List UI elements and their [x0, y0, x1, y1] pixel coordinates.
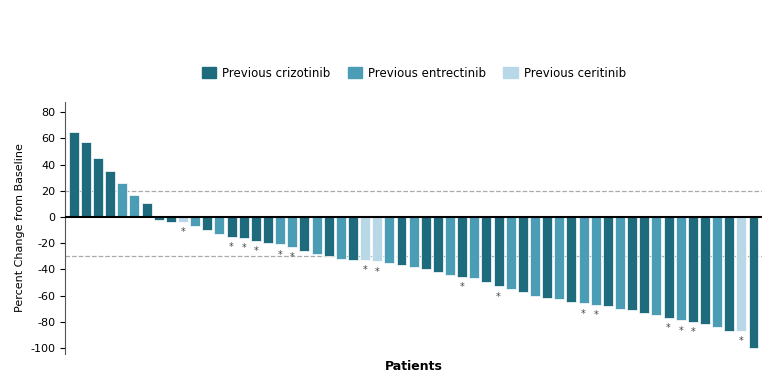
Bar: [566, 217, 577, 302]
Bar: [748, 217, 758, 348]
Text: *: *: [290, 252, 294, 262]
Text: *: *: [375, 267, 380, 277]
Bar: [603, 217, 613, 306]
Text: *: *: [253, 246, 258, 256]
Bar: [457, 217, 467, 277]
Bar: [312, 217, 322, 254]
Bar: [579, 217, 588, 303]
Bar: [178, 217, 188, 222]
Bar: [275, 217, 285, 244]
Bar: [348, 217, 358, 260]
Text: *: *: [594, 310, 598, 320]
Bar: [688, 217, 698, 322]
Text: *: *: [497, 291, 501, 301]
Text: *: *: [229, 242, 234, 252]
Bar: [239, 217, 249, 238]
Bar: [737, 217, 747, 331]
Text: *: *: [363, 265, 368, 275]
Bar: [251, 217, 261, 241]
Text: *: *: [460, 282, 465, 293]
Bar: [336, 217, 346, 259]
Bar: [530, 217, 540, 296]
Bar: [396, 217, 406, 265]
Bar: [712, 217, 722, 327]
Bar: [445, 217, 455, 275]
Text: *: *: [691, 327, 695, 337]
Bar: [202, 217, 212, 230]
Bar: [409, 217, 419, 267]
Bar: [651, 217, 661, 315]
Bar: [482, 217, 491, 282]
Text: *: *: [666, 323, 671, 333]
Bar: [724, 217, 734, 331]
Bar: [141, 203, 152, 217]
Bar: [263, 217, 273, 243]
Bar: [105, 171, 115, 217]
Bar: [591, 217, 601, 305]
Bar: [639, 217, 650, 313]
Bar: [506, 217, 516, 289]
Bar: [287, 217, 298, 247]
Bar: [130, 195, 139, 217]
Bar: [372, 217, 382, 262]
Bar: [518, 217, 528, 291]
Bar: [554, 217, 564, 300]
Bar: [469, 217, 479, 279]
Legend: Previous crizotinib, Previous entrectinib, Previous ceritinib: Previous crizotinib, Previous entrectini…: [197, 62, 630, 85]
Bar: [615, 217, 625, 308]
Bar: [664, 217, 674, 318]
Bar: [700, 217, 710, 324]
Bar: [421, 217, 430, 269]
Bar: [214, 217, 225, 234]
Bar: [676, 217, 685, 320]
Text: *: *: [739, 336, 744, 346]
Bar: [433, 217, 443, 272]
Text: *: *: [678, 326, 683, 336]
Bar: [93, 158, 103, 217]
Bar: [227, 217, 236, 237]
Bar: [385, 217, 395, 263]
Bar: [627, 217, 637, 310]
Bar: [542, 217, 552, 298]
Bar: [69, 132, 78, 217]
Bar: [299, 217, 309, 251]
Bar: [360, 217, 370, 260]
Bar: [81, 142, 91, 217]
Text: *: *: [277, 249, 283, 260]
Y-axis label: Percent Change from Baseline: Percent Change from Baseline: [15, 144, 25, 312]
Text: *: *: [180, 227, 186, 237]
Bar: [324, 217, 333, 256]
Text: *: *: [581, 308, 586, 319]
Text: *: *: [242, 243, 246, 253]
Bar: [166, 217, 176, 222]
X-axis label: Patients: Patients: [385, 360, 443, 373]
Bar: [154, 217, 164, 220]
Bar: [117, 183, 127, 217]
Bar: [493, 217, 503, 286]
Bar: [190, 217, 200, 226]
